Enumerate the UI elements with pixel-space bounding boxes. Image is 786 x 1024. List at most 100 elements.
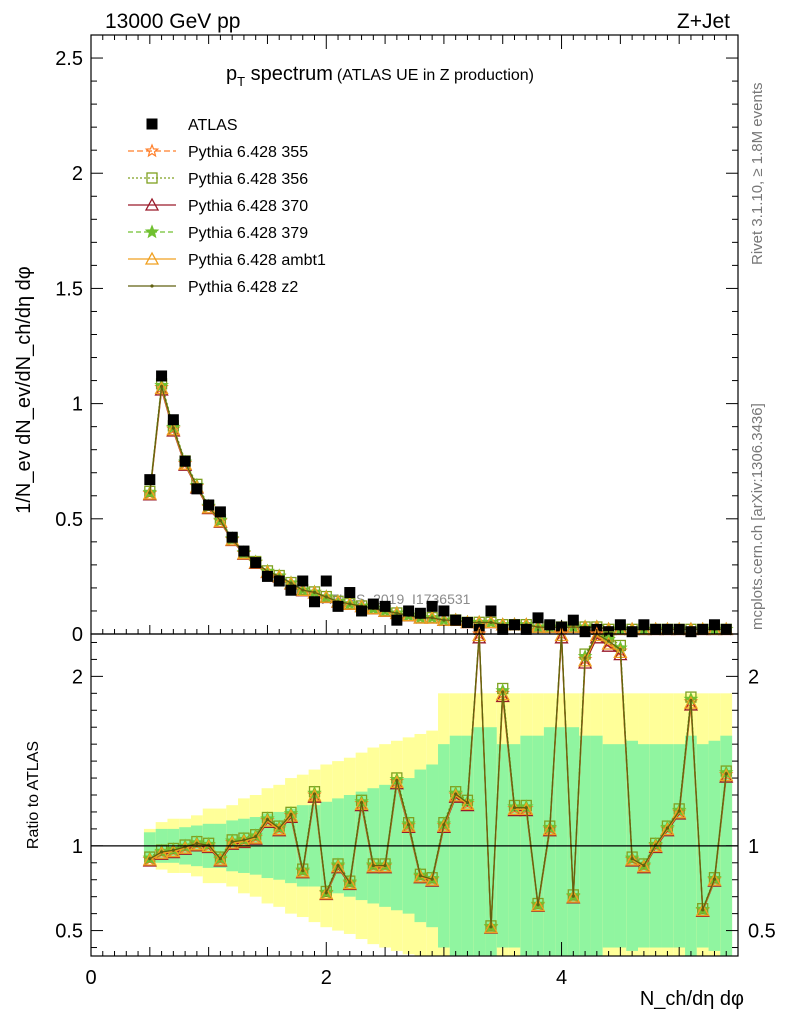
data-point-18 bbox=[356, 605, 368, 617]
mc-point-ratio-4-22 bbox=[401, 818, 416, 832]
mc-point-ratio-4-11 bbox=[272, 822, 287, 836]
mc-point-ratio-5-32 bbox=[524, 806, 528, 810]
data-point-11 bbox=[273, 575, 285, 587]
mc-point-ratio-4-49 bbox=[719, 768, 734, 782]
mc-point-main-5-29 bbox=[489, 620, 493, 625]
legend-label-4: Pythia 6.428 379 bbox=[188, 225, 308, 242]
data-point-33 bbox=[532, 612, 544, 624]
mc-point-ratio-5-23 bbox=[418, 874, 422, 878]
mc-point-ratio-5-2 bbox=[171, 848, 175, 852]
mc-point-ratio-5-0 bbox=[148, 857, 152, 861]
mc-point-ratio-4-6 bbox=[213, 852, 228, 866]
mc-point-ratio-5-25 bbox=[442, 823, 446, 827]
mc-point-ratio-5-40 bbox=[618, 647, 622, 652]
mc-point-ratio-4-44 bbox=[660, 822, 675, 836]
mc-point-ratio-5-45 bbox=[677, 809, 681, 813]
mc-point-ratio-4-34 bbox=[542, 822, 557, 836]
mc-point-main-4-13 bbox=[295, 583, 310, 597]
mc-point-ratio-4-32 bbox=[519, 802, 534, 816]
mc-point-main-5-1 bbox=[159, 384, 164, 389]
data-point-13 bbox=[297, 575, 309, 587]
mc-point-ratio-5-8 bbox=[242, 838, 246, 842]
mc-point-ratio-5-10 bbox=[265, 818, 270, 822]
data-point-20 bbox=[379, 600, 391, 612]
mc-point-ratio-4-18 bbox=[354, 796, 369, 810]
ratio-xtick-label: 0 bbox=[85, 967, 96, 989]
mc-point-ratio-5-22 bbox=[407, 823, 411, 827]
side-text-bottom: mcplots.cern.ch [arXiv:1306.3436] bbox=[749, 403, 766, 630]
data-point-27 bbox=[461, 616, 473, 628]
mc-point-ratio-4-27 bbox=[460, 796, 475, 810]
mc-point-main-5-0 bbox=[148, 491, 152, 495]
legend-label-2: Pythia 6.428 356 bbox=[188, 171, 308, 188]
header-left: 13000 GeV pp bbox=[105, 10, 240, 33]
header-right: Z+Jet bbox=[677, 10, 730, 33]
data-point-10 bbox=[261, 570, 273, 582]
mc-point-ratio-4-16 bbox=[330, 859, 346, 873]
data-point-34 bbox=[544, 619, 556, 631]
mc-line-ratio-5 bbox=[149, 633, 727, 927]
axes: 0 0.5 1 1.5 2 2.5 0 2 4 0.5 0.5 1 1 2 2 bbox=[55, 34, 776, 989]
mc-point-main-5-14 bbox=[312, 590, 317, 594]
mc-point-ratio-5-16 bbox=[336, 863, 340, 868]
mc-point-ratio-5-20 bbox=[383, 863, 387, 868]
ratio-ytick-label-right: 0.5 bbox=[748, 921, 776, 943]
mc-point-ratio-5-49 bbox=[724, 772, 728, 776]
mc-point-ratio-4-13 bbox=[295, 864, 310, 878]
ratio-xtick-label: 4 bbox=[556, 967, 567, 989]
mc-point-ratio-5-14 bbox=[312, 792, 317, 796]
mc-point-ratio-5-44 bbox=[665, 826, 670, 830]
ratio-ylabel: Ratio to ATLAS bbox=[25, 741, 42, 849]
main-ytick-label: 2.5 bbox=[55, 48, 83, 70]
data-point-24 bbox=[426, 600, 438, 612]
data-point-7 bbox=[226, 531, 238, 543]
main-ytick-label: 1 bbox=[72, 394, 83, 416]
mc-point-ratio-4-47 bbox=[695, 903, 710, 917]
mc-point-ratio-4-38 bbox=[589, 628, 604, 642]
mc-point-ratio-5-12 bbox=[289, 812, 293, 817]
data-point-6 bbox=[214, 506, 226, 518]
ratio-ytick-label-right: 2 bbox=[748, 666, 759, 688]
mc-point-ratio-5-27 bbox=[465, 801, 470, 805]
mc-point-ratio-5-1 bbox=[159, 850, 164, 854]
main-ytick-label: 1.5 bbox=[55, 278, 83, 300]
mc-point-ratio-5-34 bbox=[548, 826, 552, 830]
mc-point-ratio-5-13 bbox=[301, 869, 305, 873]
mc-point-ratio-5-15 bbox=[324, 891, 328, 895]
legend-marker-5 bbox=[144, 251, 160, 265]
data-point-19 bbox=[367, 598, 379, 610]
mc-point-ratio-5-18 bbox=[359, 801, 364, 805]
mc-point-ratio-4-20 bbox=[377, 859, 393, 873]
band-inner-29 bbox=[485, 727, 497, 956]
mc-point-ratio-5-48 bbox=[712, 877, 717, 881]
legend-marker-6 bbox=[150, 284, 154, 288]
mc-point-ratio-5-47 bbox=[701, 908, 705, 912]
legend-marker-4 bbox=[144, 224, 160, 239]
mc-point-ratio-5-24 bbox=[430, 877, 434, 881]
mc-point-ratio-5-4 bbox=[195, 841, 199, 846]
legend-label-0: ATLAS bbox=[188, 117, 238, 134]
data-point-40 bbox=[614, 619, 626, 631]
mc-point-ratio-5-7 bbox=[230, 840, 234, 844]
mc-point-ratio-4-31 bbox=[507, 802, 522, 816]
title-main: p bbox=[226, 63, 237, 85]
mc-point-ratio-5-46 bbox=[689, 698, 693, 703]
main-curves bbox=[142, 370, 734, 638]
mc-point-main-4-15 bbox=[319, 589, 334, 603]
mc-point-main-5-28 bbox=[477, 620, 481, 625]
mc-point-ratio-4-1 bbox=[154, 845, 169, 859]
legend-marker-1 bbox=[144, 143, 160, 158]
mc-point-main-4-0 bbox=[142, 486, 157, 500]
ratio-bands bbox=[143, 693, 733, 956]
mc-point-ratio-4-33 bbox=[530, 898, 546, 912]
mc-point-main-5-36 bbox=[571, 625, 575, 629]
legend: ATLAS Pythia 6.428 355 Pythia 6.428 356 Pyt… bbox=[128, 117, 326, 296]
main-ylabel: 1/N_ev dN_ev/dN_ch/dη dφ bbox=[13, 266, 35, 514]
data-point-17 bbox=[344, 587, 356, 599]
ratio-xlabel: N_ch/dη dφ bbox=[640, 988, 744, 1010]
data-point-15 bbox=[320, 575, 332, 587]
mc-point-main-5-25 bbox=[442, 618, 446, 622]
ratio-curves bbox=[142, 626, 734, 934]
data-point-9 bbox=[250, 557, 262, 569]
data-point-8 bbox=[238, 545, 250, 557]
